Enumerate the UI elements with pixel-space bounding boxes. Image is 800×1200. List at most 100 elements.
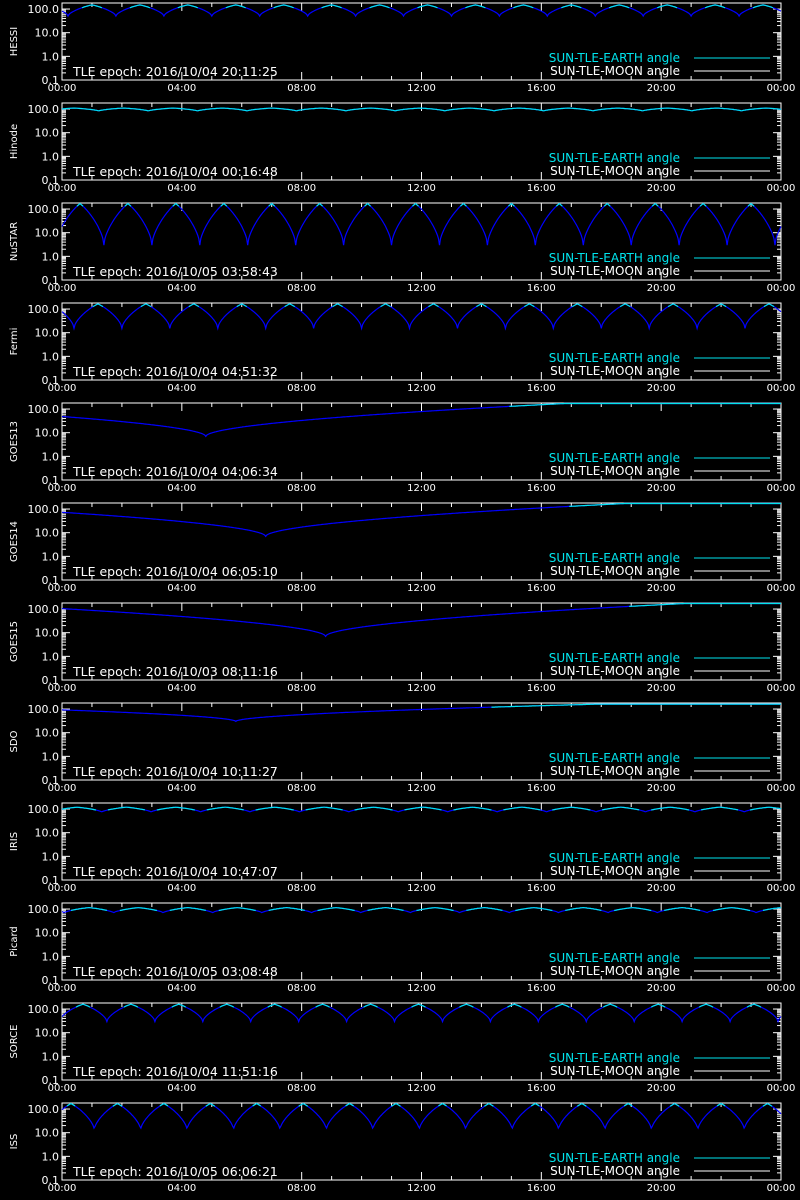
series-highlight [667, 303, 679, 308]
series-highlight [561, 4, 582, 9]
y-tick-label: 1.0 [42, 450, 60, 463]
panel-hinode: 100.010.01.00.100:00 04:00 08:00 12:00 16:00… [9, 102, 795, 194]
series-highlight [453, 806, 492, 811]
legend-earth-label: SUN-TLE-EARTH angle [549, 651, 680, 665]
x-tick-label: 20:00 [647, 183, 676, 194]
legend-earth-label: SUN-TLE-EARTH angle [549, 51, 680, 65]
series-highlight [219, 1003, 235, 1008]
series-highlight [411, 1003, 426, 1008]
y-tick-label: 0.1 [42, 674, 60, 687]
x-tick-label: 04:00 [167, 383, 196, 394]
series-highlight [75, 1003, 91, 1008]
x-tick-label: 04:00 [167, 483, 196, 494]
legend-moon-label: SUN-TLE-MOON angle [550, 264, 680, 278]
tle-epoch: TLE epoch: 2016/10/05 06:06:21 [72, 1164, 278, 1179]
x-tick-label: 04:00 [167, 983, 196, 994]
y-tick-label: 0.1 [42, 974, 60, 987]
series-highlight [267, 1003, 282, 1008]
x-tick-label: 04:00 [167, 883, 196, 894]
x-tick-label: 08:00 [287, 883, 316, 894]
series-highlight [391, 1103, 401, 1107]
legend-moon-label: SUN-TLE-MOON angle [550, 664, 680, 678]
legend-earth-label: SUN-TLE-EARTH angle [549, 151, 680, 165]
x-tick-label: 08:00 [287, 183, 316, 194]
y-tick-label: 100.0 [28, 203, 60, 216]
y-tick-label: 100.0 [28, 403, 60, 416]
x-tick-label: 12:00 [407, 1083, 436, 1094]
series-highlight [81, 4, 103, 9]
y-tick-label: 1.0 [42, 250, 60, 263]
y-tick-label: 100.0 [28, 603, 60, 616]
x-tick-label: 00:00 [48, 1083, 77, 1094]
legend-moon-label: SUN-TLE-MOON angle [550, 464, 680, 478]
series-highlight [623, 1102, 633, 1107]
tle-epoch: TLE epoch: 2016/10/04 06:05:10 [72, 564, 278, 579]
y-tick-label: 0.1 [42, 174, 60, 187]
y-tick-label: 10.0 [35, 527, 60, 540]
series-highlight [236, 303, 248, 308]
x-tick-label: 20:00 [647, 883, 676, 894]
x-tick-label: 20:00 [647, 983, 676, 994]
series-highlight [609, 4, 630, 9]
x-tick-label: 16:00 [527, 83, 556, 94]
series-highlight [698, 1003, 714, 1008]
series-highlight [273, 4, 294, 9]
y-tick-label: 0.1 [42, 374, 60, 387]
series-highlight [380, 303, 391, 308]
series-highlight [762, 907, 782, 911]
y-tick-label: 1.0 [42, 950, 60, 963]
series-highlight [491, 703, 781, 708]
series-highlight [268, 906, 305, 911]
x-tick-label: 08:00 [287, 683, 316, 694]
x-tick-label: 00:00 [48, 283, 77, 294]
series-highlight [124, 202, 132, 207]
series-highlight [205, 1103, 216, 1107]
x-tick-label: 12:00 [407, 183, 436, 194]
x-tick-label: 20:00 [647, 1083, 676, 1094]
panel-label: SORCE [9, 1025, 20, 1059]
x-tick-label: 16:00 [527, 583, 556, 594]
x-tick-label: 08:00 [287, 283, 316, 294]
series-highlight [503, 806, 541, 811]
series-highlight [507, 1003, 522, 1008]
y-tick-label: 10.0 [35, 227, 60, 240]
y-tick-label: 100.0 [28, 103, 60, 116]
x-tick-label: 08:00 [287, 783, 316, 794]
x-tick-label: 00:00 [767, 1183, 796, 1194]
series-highlight [284, 303, 296, 308]
tle-epoch: TLE epoch: 2016/10/03 08:11:16 [72, 664, 278, 679]
x-tick-label: 20:00 [647, 1183, 676, 1194]
y-tick-label: 10.0 [35, 827, 60, 840]
panel-label: GOES14 [9, 521, 20, 562]
y-tick-label: 1.0 [42, 1150, 60, 1163]
y-tick-label: 1.0 [42, 750, 60, 763]
series-highlight [712, 907, 751, 912]
series-line [61, 202, 782, 246]
series-highlight [509, 402, 781, 407]
panel-label: Fermi [9, 328, 20, 356]
y-tick-label: 0.1 [42, 874, 60, 887]
x-tick-label: 20:00 [647, 283, 676, 294]
panel-fermi: 100.010.01.00.100:00 04:00 08:00 12:00 16:00… [9, 302, 795, 394]
x-tick-label: 16:00 [527, 283, 556, 294]
legend-moon-label: SUN-TLE-MOON angle [550, 1064, 680, 1078]
series-highlight [602, 1003, 618, 1008]
series-highlight [156, 806, 195, 811]
y-tick-label: 100.0 [28, 503, 60, 516]
x-tick-label: 00:00 [767, 783, 796, 794]
x-tick-label: 12:00 [407, 83, 436, 94]
series-highlight [428, 303, 439, 308]
legend-earth-label: SUN-TLE-EARTH angle [549, 551, 680, 565]
x-tick-label: 16:00 [527, 983, 556, 994]
x-tick-label: 12:00 [407, 383, 436, 394]
panel-label: SDO [9, 730, 20, 752]
series-highlight [651, 202, 659, 207]
series-highlight [129, 4, 151, 9]
x-tick-label: 00:00 [48, 1183, 77, 1194]
x-tick-label: 00:00 [48, 783, 77, 794]
panel-nustar: 100.010.01.00.100:00 04:00 08:00 12:00 16:00… [9, 202, 795, 294]
x-tick-label: 04:00 [167, 183, 196, 194]
y-tick-label: 10.0 [35, 1027, 60, 1040]
x-tick-label: 16:00 [527, 1083, 556, 1094]
